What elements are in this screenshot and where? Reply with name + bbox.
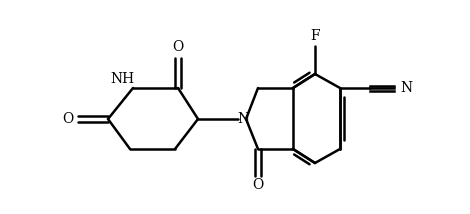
Text: N: N: [237, 112, 249, 126]
Text: F: F: [310, 29, 320, 43]
Text: O: O: [63, 112, 74, 126]
Text: N: N: [400, 81, 412, 95]
Text: O: O: [172, 40, 184, 54]
Text: NH: NH: [110, 72, 134, 86]
Text: O: O: [252, 178, 264, 192]
